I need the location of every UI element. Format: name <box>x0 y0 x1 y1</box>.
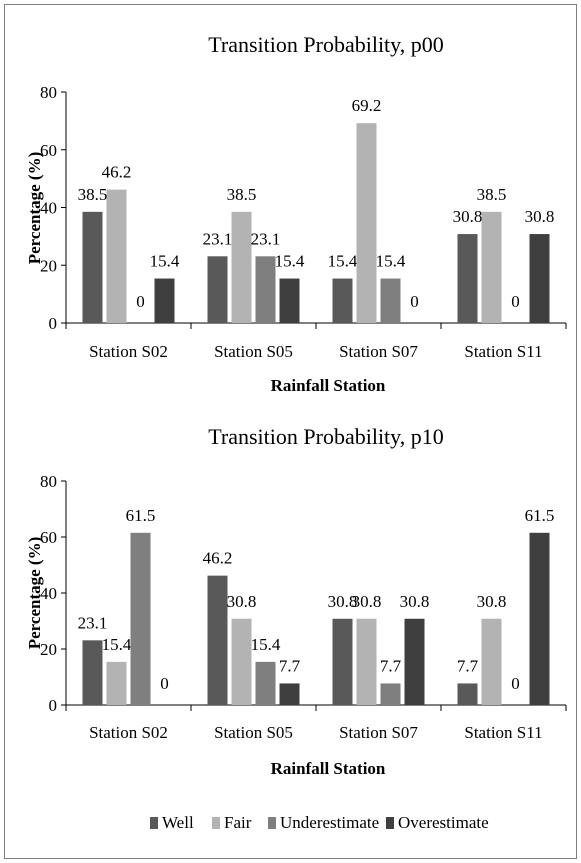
y-tick-label: 60 <box>40 528 57 547</box>
x-axis-title: Rainfall Station <box>271 759 386 778</box>
x-tick-label: Station S05 <box>214 342 293 361</box>
bar-overestimate <box>529 532 550 705</box>
data-label: 30.8 <box>453 207 483 226</box>
bar-underestimate <box>130 532 151 705</box>
y-tick-label: 0 <box>49 314 58 333</box>
bar-well <box>457 683 478 705</box>
legend-label: Fair <box>224 813 252 832</box>
bar-underestimate <box>255 661 276 705</box>
data-label: 0 <box>160 674 169 693</box>
data-label: 38.5 <box>477 185 507 204</box>
data-label: 30.8 <box>477 592 507 611</box>
legend-swatch-fair <box>212 817 220 829</box>
x-tick-label: Station S02 <box>89 723 168 742</box>
x-tick-label: Station S11 <box>464 723 542 742</box>
bar-fair <box>356 618 377 705</box>
bar-fair <box>356 123 377 323</box>
data-label: 0 <box>511 292 520 311</box>
data-label: 38.5 <box>227 185 257 204</box>
y-tick-label: 80 <box>40 472 57 491</box>
x-tick-label: Station S07 <box>339 342 418 361</box>
data-label: 15.4 <box>275 252 305 271</box>
data-label: 61.5 <box>525 506 555 525</box>
legend-swatch-overestimate <box>386 817 394 829</box>
data-label: 23.1 <box>203 229 233 248</box>
chart-title: Transition Probability, p10 <box>208 424 444 449</box>
data-label: 15.4 <box>102 635 132 654</box>
data-label: 30.8 <box>400 592 430 611</box>
bar-fair <box>231 618 252 705</box>
data-label: 15.4 <box>376 252 406 271</box>
y-tick-label: 20 <box>40 640 57 659</box>
legend-label: Underestimate <box>280 813 379 832</box>
data-label: 0 <box>511 674 520 693</box>
data-label: 46.2 <box>102 163 132 182</box>
data-label: 46.2 <box>203 549 233 568</box>
data-label: 15.4 <box>251 635 281 654</box>
data-label: 30.8 <box>227 592 257 611</box>
data-label: 38.5 <box>78 185 108 204</box>
legend-label: Overestimate <box>398 813 489 832</box>
y-tick-label: 20 <box>40 256 57 275</box>
data-label: 69.2 <box>352 96 382 115</box>
y-axis-title: Percentage (%) <box>25 537 44 650</box>
data-label: 0 <box>410 292 419 311</box>
bar-underestimate <box>380 278 401 323</box>
data-label: 23.1 <box>78 613 108 632</box>
bar-well <box>207 575 228 705</box>
data-label: 30.8 <box>352 592 382 611</box>
bar-fair <box>481 618 502 705</box>
bar-well <box>332 618 353 705</box>
y-axis-title: Percentage (%) <box>25 152 44 265</box>
bar-overestimate <box>279 278 300 323</box>
x-tick-label: Station S11 <box>464 342 542 361</box>
bar-fair <box>481 211 502 323</box>
bar-overestimate <box>154 278 175 323</box>
bar-overestimate <box>279 683 300 705</box>
bar-fair <box>231 211 252 323</box>
y-tick-label: 60 <box>40 141 57 160</box>
y-tick-label: 80 <box>40 83 57 102</box>
data-label: 61.5 <box>126 506 156 525</box>
y-tick-label: 0 <box>49 696 58 715</box>
data-label: 23.1 <box>251 229 281 248</box>
legend-label: Well <box>162 813 194 832</box>
bar-well <box>207 256 228 323</box>
bar-well <box>332 278 353 323</box>
bar-well <box>457 234 478 323</box>
bar-fair <box>106 661 127 705</box>
data-label: 7.7 <box>279 656 301 675</box>
data-label: 7.7 <box>380 656 402 675</box>
x-tick-label: Station S05 <box>214 723 293 742</box>
x-tick-label: Station S02 <box>89 342 168 361</box>
data-label: 30.8 <box>525 207 555 226</box>
y-tick-label: 40 <box>40 199 57 218</box>
bar-fair <box>106 189 127 323</box>
data-label: 30.8 <box>328 592 358 611</box>
bar-well <box>82 211 103 323</box>
bar-underestimate <box>255 256 276 323</box>
x-tick-label: Station S07 <box>339 723 418 742</box>
figure-frame <box>4 4 577 859</box>
bar-overestimate <box>404 618 425 705</box>
data-label: 0 <box>136 292 145 311</box>
data-label: 7.7 <box>457 656 479 675</box>
data-label: 15.4 <box>150 252 180 271</box>
bar-overestimate <box>529 234 550 323</box>
data-label: 15.4 <box>328 252 358 271</box>
x-axis-title: Rainfall Station <box>271 376 386 395</box>
chart-title: Transition Probability, p00 <box>208 32 444 57</box>
bar-well <box>82 640 103 705</box>
bar-underestimate <box>380 683 401 705</box>
legend-swatch-underestimate <box>268 817 276 829</box>
y-tick-label: 40 <box>40 584 57 603</box>
legend-swatch-well <box>150 817 158 829</box>
